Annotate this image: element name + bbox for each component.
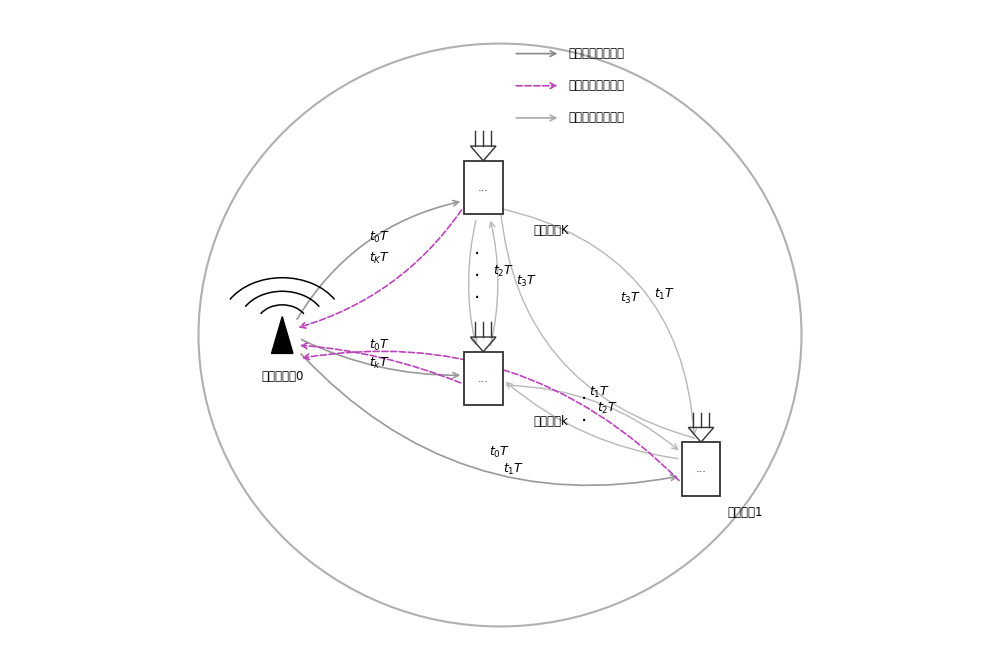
Text: ...: ... (696, 464, 706, 474)
Text: $t_1T$: $t_1T$ (503, 462, 524, 476)
Text: 用户节点1: 用户节点1 (728, 506, 763, 519)
Text: 用户节点K: 用户节点K (533, 224, 569, 237)
Text: 上行链路能量采集: 上行链路能量采集 (568, 111, 624, 125)
Text: ·
·
·: · · · (473, 245, 480, 308)
Text: 下行链路能量采集: 下行链路能量采集 (568, 47, 624, 60)
Text: ·
·: · · (581, 390, 587, 431)
Text: $t_3T$: $t_3T$ (620, 291, 641, 306)
Text: 用户节点k: 用户节点k (533, 415, 568, 428)
Polygon shape (272, 317, 293, 354)
Text: $t_1T$: $t_1T$ (654, 287, 675, 302)
Text: 综合接入点0: 综合接入点0 (261, 370, 303, 383)
Text: $t_KT$: $t_KT$ (369, 251, 390, 265)
Text: $t_kT$: $t_kT$ (369, 356, 390, 371)
Text: $t_1T$: $t_1T$ (589, 385, 610, 399)
Text: $t_0T$: $t_0T$ (489, 445, 511, 460)
Ellipse shape (198, 44, 802, 626)
FancyBboxPatch shape (464, 352, 503, 405)
Text: 上行链路信息传输: 上行链路信息传输 (568, 79, 624, 92)
FancyBboxPatch shape (682, 442, 720, 496)
Text: $t_3T$: $t_3T$ (516, 274, 537, 289)
Text: $t_0T$: $t_0T$ (369, 230, 390, 245)
Text: $t_2T$: $t_2T$ (493, 264, 514, 279)
FancyBboxPatch shape (464, 161, 503, 214)
Text: $t_0T$: $t_0T$ (369, 338, 390, 352)
Text: $t_2T$: $t_2T$ (597, 401, 618, 416)
Text: ...: ... (478, 183, 489, 192)
Text: ...: ... (478, 374, 489, 383)
